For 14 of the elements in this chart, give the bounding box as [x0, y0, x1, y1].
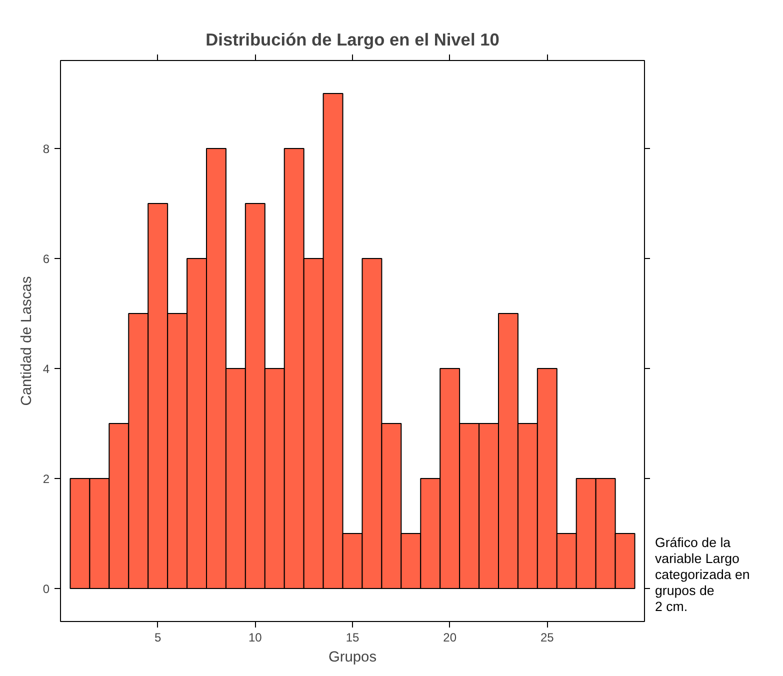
x-tick-label: 5 — [154, 630, 162, 644]
y-tick-label: 0 — [42, 582, 50, 596]
x-tick-label: 10 — [248, 630, 262, 644]
y-tick-label: 6 — [42, 252, 50, 266]
x-axis-title: Grupos — [328, 650, 377, 666]
chart-title: Distribución de Largo en el Nivel 10 — [206, 30, 500, 50]
y-axis-title: Cantidad de Lascas — [18, 276, 35, 406]
x-tick-label: 25 — [540, 630, 554, 644]
y-tick-label: 8 — [42, 142, 50, 156]
x-tick-label: 15 — [346, 630, 360, 644]
text: Gráfico de la variable Largo categorizada en grupos de 2 cm. — [655, 535, 750, 615]
x-tick-label: 20 — [443, 630, 457, 644]
y-tick-label: 2 — [42, 472, 50, 486]
y-tick-label: 4 — [42, 362, 50, 376]
